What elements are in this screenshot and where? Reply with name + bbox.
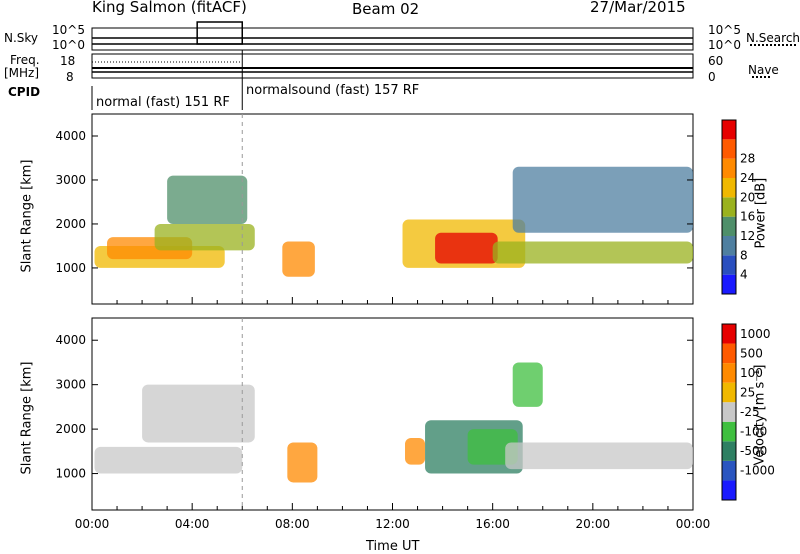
xlabel: Time UT — [366, 539, 420, 554]
power-cb-tick-4: 20 — [740, 190, 755, 204]
power-cb-seg-0 — [722, 274, 736, 294]
nsky-log-bottom: 10^0 — [52, 38, 85, 52]
velocity-region-2 — [287, 442, 318, 483]
power-region-6 — [435, 232, 498, 264]
power-region-3 — [167, 175, 248, 224]
velocity-cb-seg-6 — [722, 363, 736, 383]
xtick-label-1: 04:00 — [175, 517, 210, 531]
velocity-cb-tick-1: 500 — [740, 346, 763, 360]
beam-label: Beam 02 — [352, 0, 420, 18]
velocity-ytick-label-1: 2000 — [55, 422, 86, 436]
velocity-cb-tick-7: -1000 — [740, 464, 775, 478]
velocity-ytick-label-2: 3000 — [55, 378, 86, 392]
velocity-ytick-label-3: 4000 — [55, 333, 86, 347]
xtick-label-2: 08:00 — [275, 517, 310, 531]
velocity-cb-seg-4 — [722, 402, 736, 422]
power-cb-seg-3 — [722, 216, 736, 236]
power-cb-seg-8 — [722, 120, 736, 140]
velocity-cb-seg-0 — [722, 480, 736, 500]
velocity-cb-seg-1 — [722, 460, 736, 481]
power-cb-tick-3: 16 — [740, 210, 755, 224]
power-cb-tick-1: 8 — [740, 248, 748, 262]
xtick-label-0: 00:00 — [75, 517, 110, 531]
power-region-8 — [512, 166, 693, 233]
power-cb-seg-4 — [722, 197, 736, 217]
xtick-label-6: 00:00 — [676, 517, 711, 531]
nave-label: Nave — [748, 63, 779, 77]
nsky-panel — [91, 27, 694, 51]
power-region-7 — [492, 241, 693, 264]
nave-tick-top: 60 — [708, 54, 724, 68]
nsearch-dots — [750, 44, 796, 46]
velocity-region-0 — [94, 446, 243, 474]
power-cb-seg-2 — [722, 236, 736, 256]
power-ytick-label-1: 2000 — [55, 217, 86, 231]
velocity-cb-tick-2: 100 — [740, 366, 763, 380]
site-title: King Salmon (fitACF) — [92, 0, 247, 16]
date-label: 27/Mar/2015 — [590, 0, 686, 16]
nsearch-log-bottom: 10^0 — [708, 38, 741, 52]
power-cb-seg-6 — [722, 158, 736, 178]
power-cb-tick-0: 4 — [740, 268, 748, 282]
freq-panel — [91, 53, 694, 79]
power-ytick-label-0: 1000 — [55, 261, 86, 275]
nsky-box — [196, 21, 244, 45]
velocity-colorbar-label: Velocity [m s⁻¹] — [752, 364, 768, 466]
velocity-cb-seg-5 — [722, 382, 736, 403]
power-ylabel: Slant Range [km] — [19, 159, 35, 273]
xtick-label-5: 20:00 — [576, 517, 611, 531]
velocity-region-1 — [142, 384, 255, 443]
freq-unit: [MHz] — [4, 66, 40, 80]
nave-tick-bottom: 0 — [708, 70, 716, 84]
velocity-cb-seg-7 — [722, 343, 736, 364]
velocity-cb-seg-8 — [722, 324, 736, 344]
velocity-cb-tick-5: -100 — [740, 425, 767, 439]
nsearch-log-top: 10^5 — [708, 23, 741, 37]
power-cb-tick-5: 24 — [740, 171, 755, 185]
velocity-cb-tick-3: 25 — [740, 385, 755, 399]
velocity-cb-tick-4: -25 — [740, 405, 760, 419]
mode-label-0: normal (fast) 151 RF — [96, 95, 230, 110]
velocity-cb-seg-3 — [722, 421, 736, 442]
velocity-cb-tick-0: 1000 — [740, 327, 771, 341]
nsearch-label: N.Search — [746, 31, 800, 45]
velocity-cb-tick-6: -500 — [740, 444, 767, 458]
velocity-cb-seg-2 — [722, 441, 736, 461]
xtick-label-4: 16:00 — [475, 517, 510, 531]
freq-tick-bottom: 8 — [66, 70, 74, 84]
cpid-label: CPID — [8, 85, 41, 99]
velocity-ylabel: Slant Range [km] — [19, 361, 35, 475]
power-colorbar-label: Power [dB] — [753, 177, 769, 249]
nave-dots — [752, 76, 770, 78]
power-cb-tick-6: 28 — [740, 152, 755, 166]
power-region-4 — [282, 241, 315, 277]
power-cb-seg-7 — [722, 139, 736, 159]
velocity-region-6 — [505, 442, 693, 470]
power-region-2 — [154, 223, 255, 251]
freq-tick-top: 18 — [60, 54, 76, 68]
power-cb-tick-2: 12 — [740, 229, 755, 243]
power-ytick-label-2: 3000 — [55, 173, 86, 187]
freq-label: Freq. — [10, 53, 40, 67]
power-cb-frame — [721, 119, 737, 295]
mode-label-1: normalsound (fast) 157 RF — [246, 83, 420, 98]
velocity-region-7 — [512, 362, 543, 407]
nsky-log-top: 10^5 — [52, 23, 85, 37]
power-cb-seg-1 — [722, 255, 736, 275]
xtick-label-3: 12:00 — [375, 517, 410, 531]
velocity-region-3 — [405, 438, 426, 465]
power-cb-seg-5 — [722, 178, 736, 198]
velocity-cb-frame — [721, 323, 737, 501]
power-ytick-label-3: 4000 — [55, 129, 86, 143]
velocity-ytick-label-0: 1000 — [55, 467, 86, 481]
nsky-label: N.Sky — [4, 31, 39, 45]
